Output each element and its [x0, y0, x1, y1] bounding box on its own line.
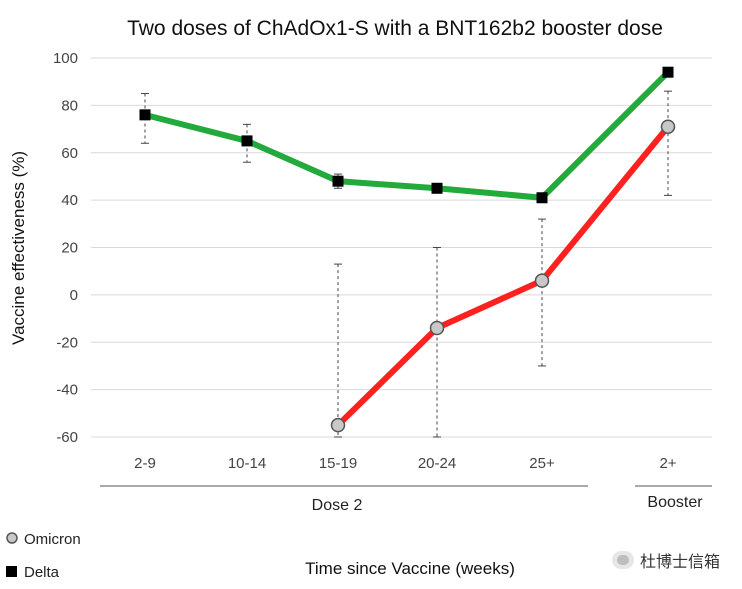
delta-point [431, 182, 443, 194]
group-label-dose2: Dose 2 [312, 497, 363, 514]
y-tick-label: -40 [56, 382, 78, 399]
y-tick-label: 60 [61, 145, 78, 162]
x-tick-label: 10-14 [228, 455, 266, 472]
x-tick-label: 2-9 [134, 455, 156, 472]
y-tick-label: 100 [53, 50, 78, 67]
chart-title: Two doses of ChAdOx1-S with a BNT162b2 b… [127, 17, 663, 40]
x-axis-groups: Dose 2 Booster [100, 485, 712, 514]
omicron-point [330, 417, 346, 433]
y-tick-label: 40 [61, 192, 78, 209]
group-label-booster: Booster [647, 494, 703, 511]
series-markers [139, 66, 676, 433]
delta-point [139, 109, 151, 121]
y-tick-label: -60 [56, 429, 78, 446]
gridlines [91, 57, 712, 438]
watermark-text: 杜博士信箱 [639, 552, 720, 571]
x-tick-label: 2+ [659, 455, 676, 472]
error-bars [141, 69, 672, 438]
delta-point [536, 192, 548, 204]
x-axis-label: Time since Vaccine (weeks) [305, 559, 515, 578]
x-tick-label: 20-24 [418, 455, 456, 472]
y-tick-label: -20 [56, 334, 78, 351]
delta-point [241, 135, 253, 147]
delta-line [142, 69, 671, 201]
legend-delta-marker [6, 566, 17, 577]
y-tick-label: 0 [70, 287, 78, 304]
wechat-icon [611, 551, 634, 569]
series-lines [142, 69, 671, 429]
legend-omicron-marker [6, 532, 18, 544]
x-tick-label: 25+ [529, 455, 555, 472]
y-tick-label: 80 [61, 97, 78, 114]
y-axis-ticks: 100 80 60 40 20 0 -20 -40 -60 [53, 50, 78, 446]
delta-point [332, 175, 344, 187]
watermark: 杜博士信箱 [611, 548, 720, 572]
x-axis-ticks: 2-9 10-14 15-19 20-24 25+ 2+ [134, 455, 677, 472]
omicron-point [660, 119, 676, 134]
legend: Omicron Delta [6, 531, 81, 581]
omicron-point [534, 273, 550, 288]
omicron-line [335, 123, 671, 429]
y-axis-label: Vaccine effectiveness (%) [9, 151, 28, 345]
omicron-point [429, 320, 445, 336]
x-tick-label: 15-19 [319, 455, 357, 472]
y-tick-label: 20 [61, 240, 78, 257]
legend-omicron-label: Omicron [24, 531, 81, 548]
delta-point [662, 66, 674, 78]
legend-delta-label: Delta [24, 564, 60, 581]
